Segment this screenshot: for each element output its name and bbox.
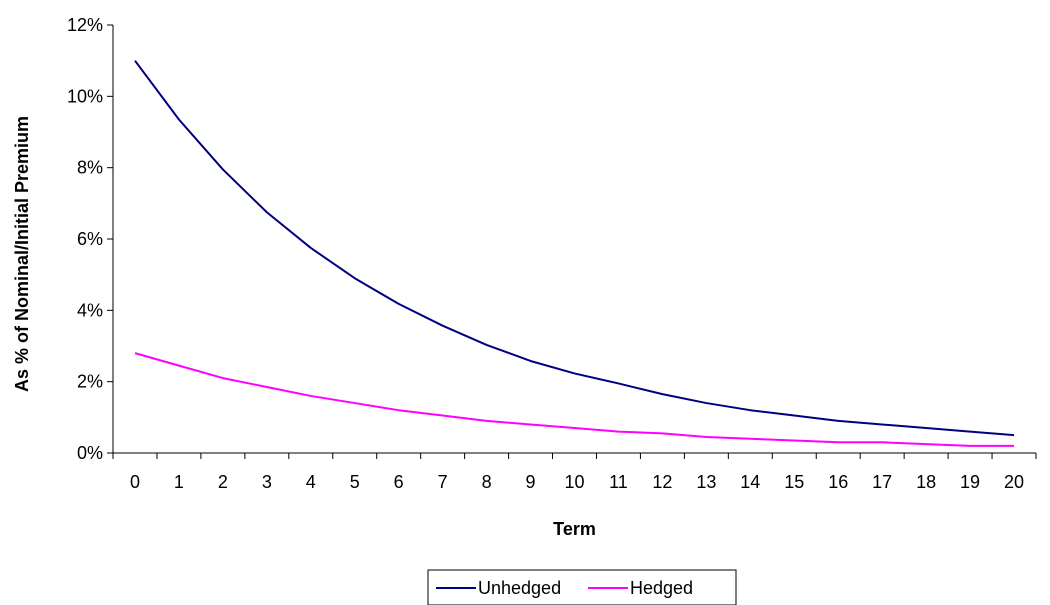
- x-tick-label: 5: [350, 472, 360, 492]
- series-line-hedged: [134, 352, 1015, 447]
- x-tick-label: 16: [828, 472, 848, 492]
- x-tick-label: 14: [740, 472, 760, 492]
- y-tick-label: 8%: [77, 158, 103, 178]
- y-axis-title: As % of Nominal/Initial Premium: [12, 116, 32, 392]
- x-tick-label: 19: [960, 472, 980, 492]
- y-tick-label: 6%: [77, 229, 103, 249]
- x-tick-label: 15: [784, 472, 804, 492]
- y-tick-label: 12%: [67, 15, 103, 35]
- x-tick-label: 12: [652, 472, 672, 492]
- x-tick-label: 6: [394, 472, 404, 492]
- x-tick-label: 17: [872, 472, 892, 492]
- y-axis-ticks: 0% 2% 4% 6% 8% 10% 12%: [67, 15, 113, 463]
- x-tick-label: 13: [696, 472, 716, 492]
- y-tick-label: 10%: [67, 86, 103, 106]
- x-tick-label: 4: [306, 472, 316, 492]
- axes: [112, 25, 1036, 454]
- x-axis-title: Term: [553, 519, 596, 539]
- x-tick-label: 10: [564, 472, 584, 492]
- legend-label-unhedged: Unhedged: [478, 578, 561, 598]
- x-tick-label: 3: [262, 472, 272, 492]
- legend-label-hedged: Hedged: [630, 578, 693, 598]
- x-axis-ticks: 0 1 2 3 4 5 6 7 8 9 10 11 12 13 14 15 16 17 18 19 20: [112, 453, 1037, 492]
- x-tick-label: 20: [1004, 472, 1024, 492]
- y-tick-label: 0%: [77, 443, 103, 463]
- x-tick-label: 9: [526, 472, 536, 492]
- legend: Unhedged Hedged: [427, 569, 737, 605]
- y-tick-label: 2%: [77, 372, 103, 392]
- x-tick-label: 8: [482, 472, 492, 492]
- series-lines: [134, 60, 1015, 447]
- x-tick-label: 7: [438, 472, 448, 492]
- series-line-unhedged: [134, 60, 1015, 437]
- legend-box: [427, 569, 737, 605]
- x-tick-label: 11: [609, 472, 628, 492]
- y-tick-label: 4%: [77, 300, 103, 320]
- x-tick-label: 1: [174, 472, 184, 492]
- x-tick-label: 2: [218, 472, 228, 492]
- x-tick-label: 18: [916, 472, 936, 492]
- x-tick-label: 0: [130, 472, 140, 492]
